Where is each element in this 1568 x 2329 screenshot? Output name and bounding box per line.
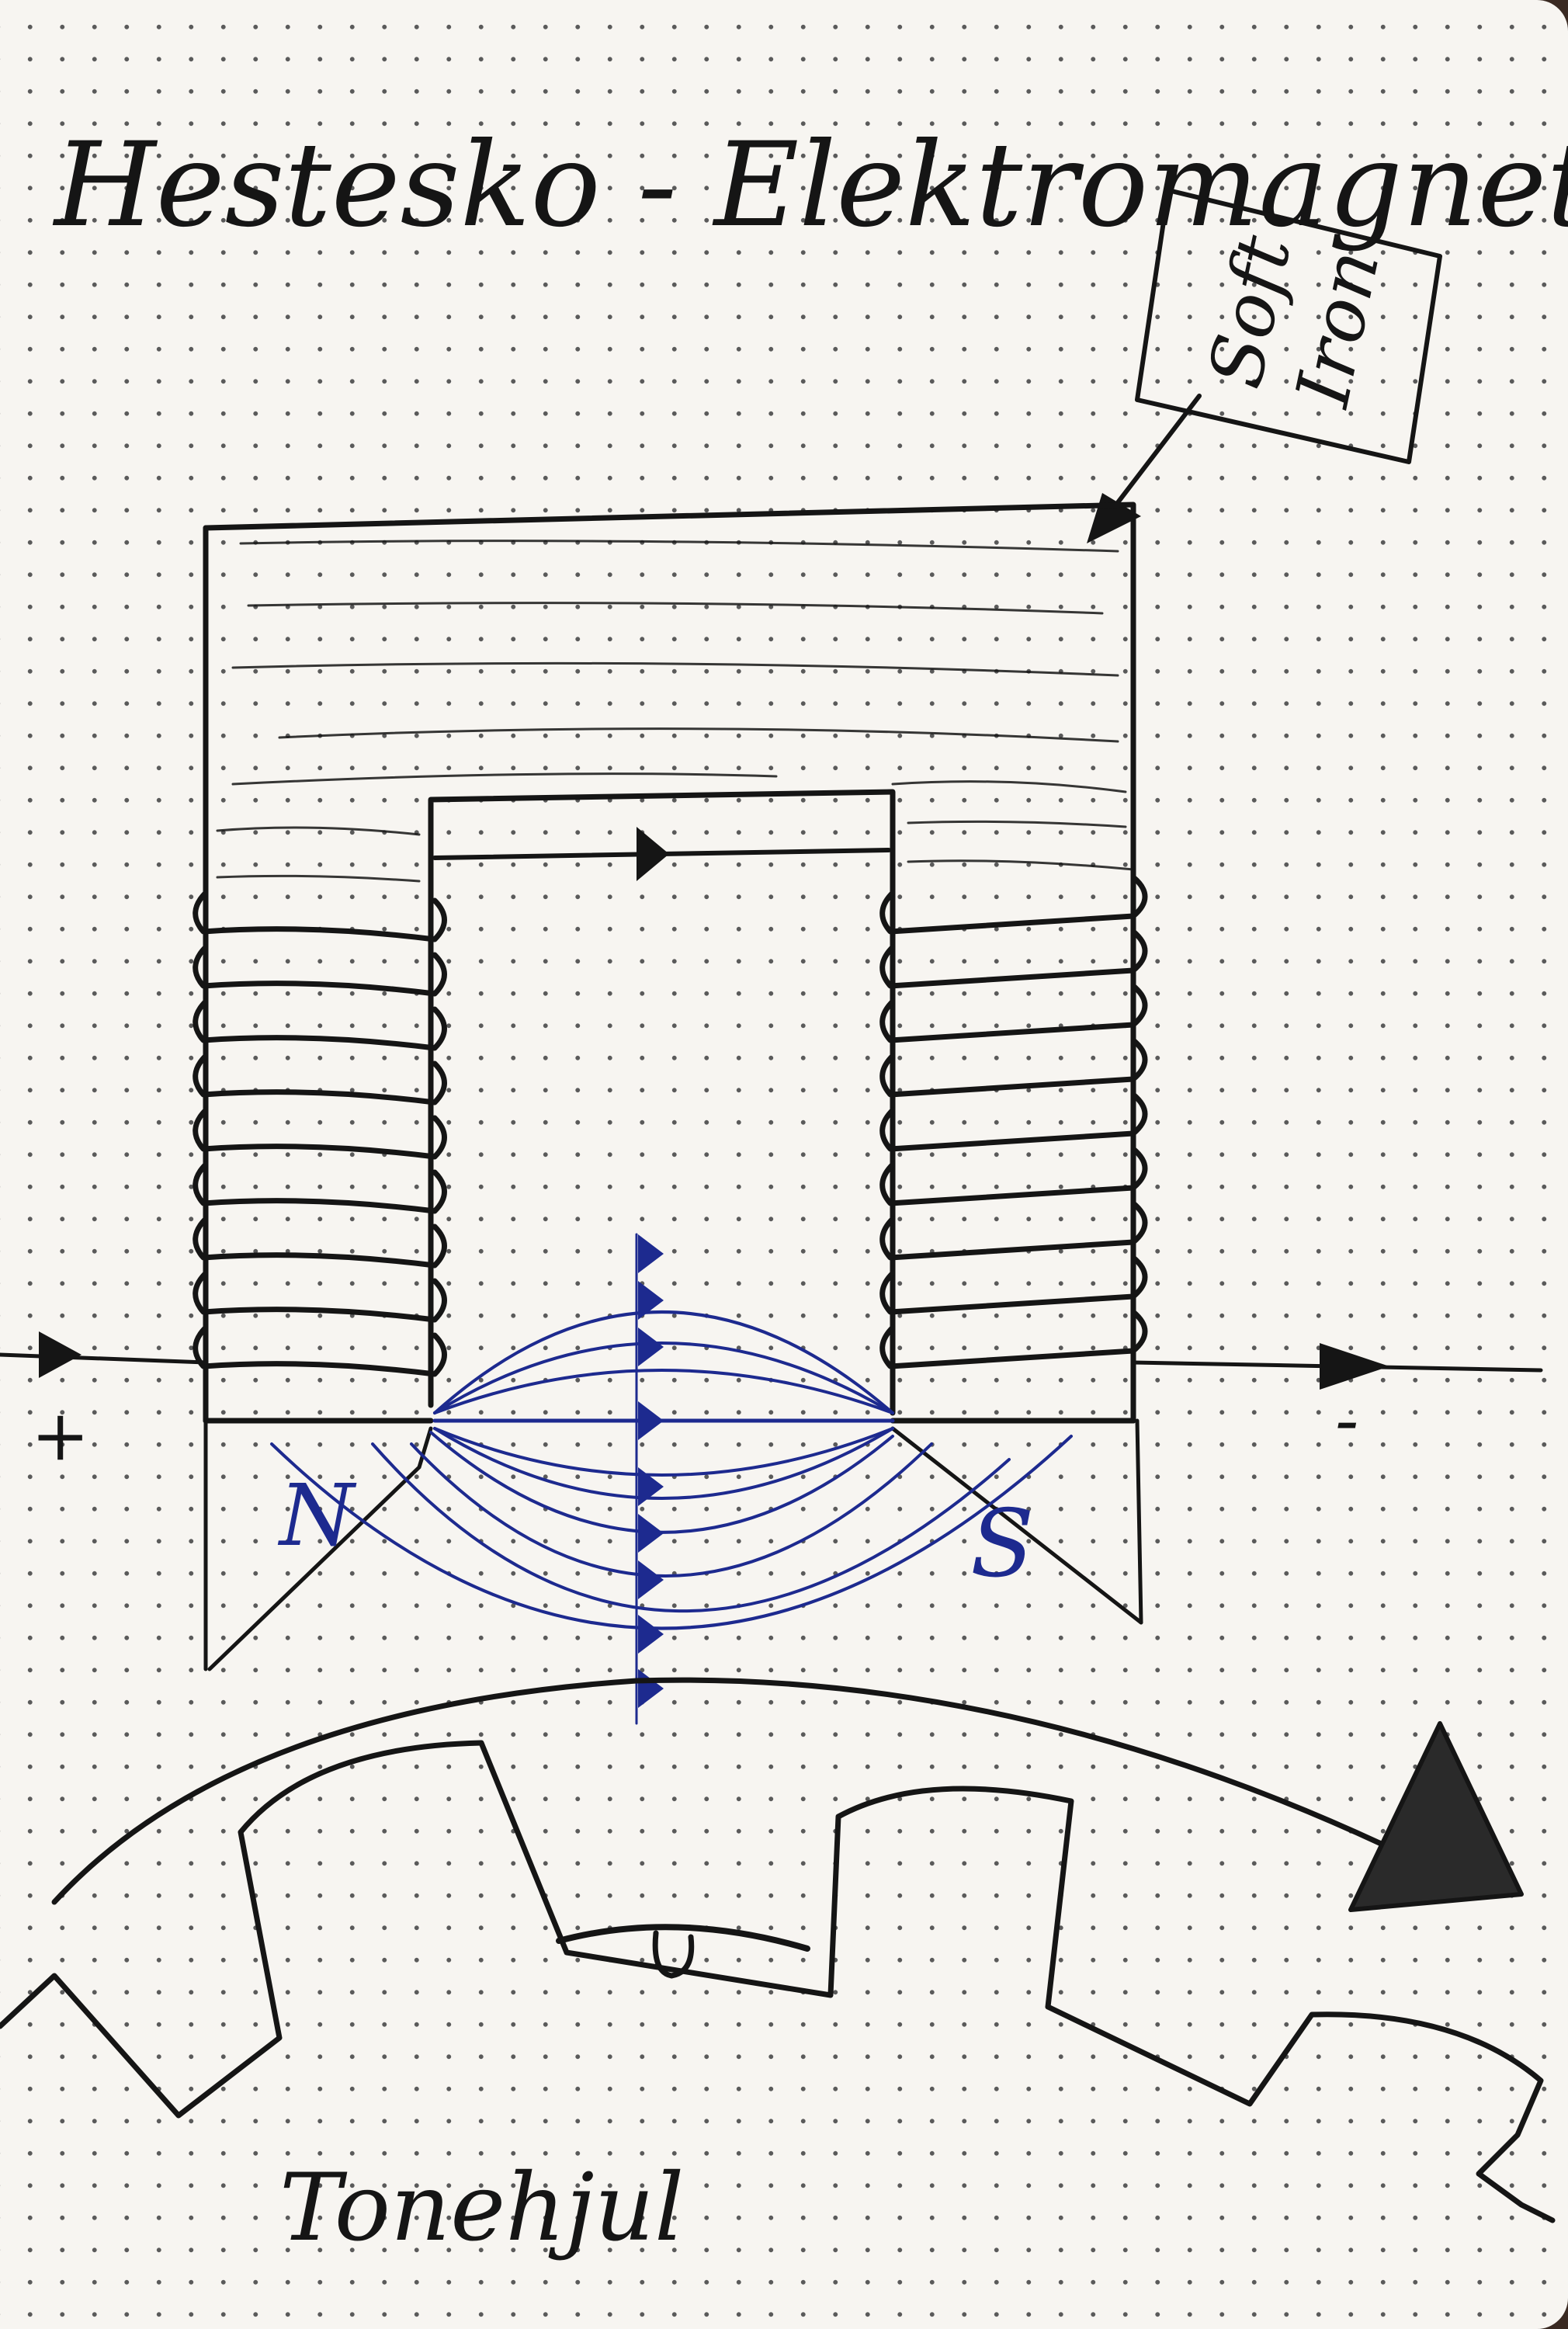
right-coil <box>879 874 1148 1369</box>
horseshoe-core <box>203 502 1136 1424</box>
plus-terminal: + <box>31 1395 89 1477</box>
north-pole-label: N <box>277 1466 357 1565</box>
minus-terminal: - <box>1335 1380 1358 1461</box>
flux-arrow-core <box>432 827 891 881</box>
output-wire <box>1131 1343 1543 1390</box>
title: Hestesko - Elektromagnet <box>52 118 1568 253</box>
tone-wheel <box>0 1677 1556 2223</box>
label-pointer-arrow <box>1087 394 1202 543</box>
rotation-direction-arrow <box>1348 1721 1524 1912</box>
left-coil <box>193 890 447 1377</box>
south-pole-label: S <box>970 1491 1034 1598</box>
tone-wheel-label: Tonehjul <box>279 2154 684 2262</box>
pole-extensions <box>203 1418 1143 1671</box>
core-hatching <box>216 540 1135 883</box>
input-wire <box>0 1331 208 1378</box>
field-arrows <box>638 1234 664 1708</box>
